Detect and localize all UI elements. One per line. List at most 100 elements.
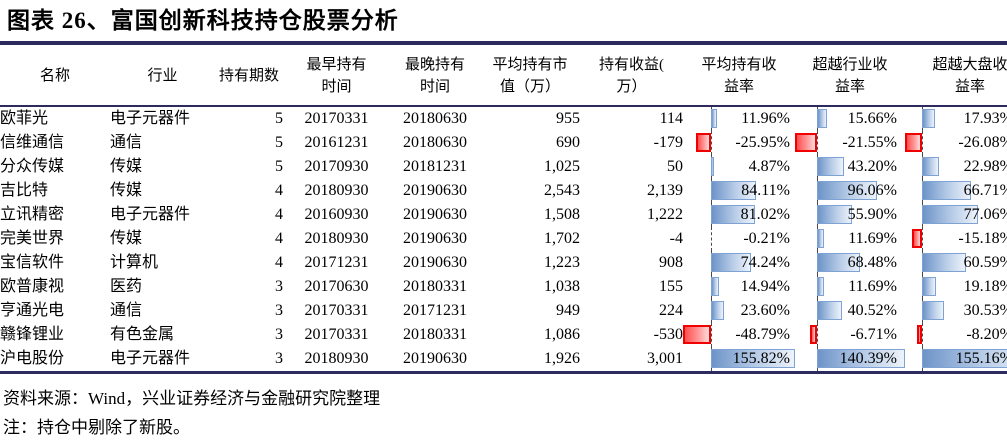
cell-latest: 20180630	[403, 110, 467, 127]
cell-ind_excess: 40.52%	[795, 299, 905, 323]
bar-value-label: 43.20%	[847, 158, 897, 175]
cell-earliest: 20171231	[304, 254, 369, 271]
cell-avg_ret: 23.60%	[683, 299, 795, 323]
bar-value-label: -21.55%	[842, 134, 897, 151]
header-cell-earliest: 最早持有 时间	[283, 48, 390, 107]
positive-bar	[921, 181, 971, 200]
cell-earliest: 20170331	[304, 302, 369, 319]
table-row: 吉比特 传媒 4 20180930 20190630 2,543 2,139 84.11% 96…	[0, 179, 1007, 203]
bar-axis	[817, 131, 818, 155]
cell-ind_excess: 68.48%	[795, 251, 905, 275]
cell-profit: 224	[659, 302, 683, 319]
cell-profit: 1,222	[647, 206, 683, 223]
cell-ind_excess: 43.20%	[795, 155, 905, 179]
cell-periods: 3	[275, 278, 283, 295]
bar-axis	[817, 323, 818, 347]
bar-value-label: 55.90%	[847, 206, 897, 223]
cell-avg_mv: 949	[556, 302, 580, 319]
cell-avg_mv: 1,086	[544, 326, 580, 343]
table-body: 欧菲光 电子元器件 5 20170331 20180630 955 114 11.96% 15.…	[0, 106, 1007, 373]
bar-value-label: 155.82%	[732, 350, 790, 367]
holdings-table-wrapper: 名称 行业 持有期数 最早持有 时间 最晚持有 时间 平均持有市 值（万） 持有收益(万） 平均持有…	[0, 48, 1007, 374]
cell-profit: 2,139	[647, 182, 683, 199]
positive-bar	[921, 157, 939, 176]
cell-profit: 3,001	[647, 350, 683, 367]
cell-earliest: 20180930	[304, 230, 369, 247]
cell-name: 欧菲光	[0, 110, 49, 127]
footer-source: 资料来源：Wind，兴业证券经济与金融研究院整理	[3, 389, 381, 408]
table-row: 亨通光电 通信 3 20170331 20171231 949 224 23.60% 40.52…	[0, 299, 1007, 323]
cell-latest: 20180331	[403, 326, 467, 343]
positive-bar	[817, 301, 843, 320]
footer-note: 注：持仓中剔除了新股。	[3, 418, 190, 437]
bar-value-label: 23.60%	[740, 302, 790, 319]
cell-avg_mv: 1,926	[544, 350, 580, 367]
header-cell-industry: 行业	[110, 48, 215, 107]
table-row: 立讯精密 电子元器件 4 20160930 20190630 1,508 1,222 81.0…	[0, 203, 1007, 227]
bar-value-label: 96.06%	[847, 182, 897, 199]
cell-latest: 20190630	[403, 182, 467, 199]
bar-value-label: 155.16%	[955, 350, 1007, 367]
positive-bar	[817, 109, 827, 128]
cell-industry: 计算机	[110, 254, 159, 271]
positive-bar	[921, 253, 967, 272]
cell-avg_mv: 690	[556, 134, 580, 151]
bar-value-label: 17.93%	[963, 110, 1007, 127]
positive-bar	[817, 253, 860, 272]
table-row: 欧普康视 医药 3 20170630 20180331 1,038 155 14.94% 11.…	[0, 275, 1007, 299]
bar-value-label: 81.02%	[740, 206, 790, 223]
cell-latest: 20180331	[403, 278, 467, 295]
cell-industry: 电子元器件	[110, 350, 191, 367]
cell-avg_mv: 1,508	[544, 206, 580, 223]
cell-mkt_excess: 19.18%	[905, 275, 1007, 299]
cell-avg_mv: 1,223	[544, 254, 580, 271]
cell-ind_excess: -21.55%	[795, 131, 905, 155]
cell-profit: -179	[653, 134, 683, 151]
bar-value-label: 84.11%	[741, 182, 790, 199]
cell-avg_mv: 1,038	[544, 278, 580, 295]
bar-value-label: 74.24%	[740, 254, 790, 271]
positive-bar	[817, 277, 825, 296]
cell-industry: 电子元器件	[110, 206, 191, 223]
cell-avg_ret: 11.96%	[683, 106, 795, 131]
bar-value-label: -26.08%	[958, 134, 1007, 151]
cell-ind_excess: 11.69%	[795, 227, 905, 251]
figure-title: 图表 26、富国创新科技持仓股票分析	[7, 8, 399, 33]
bar-axis	[711, 323, 712, 347]
cell-industry: 电子元器件	[110, 110, 191, 127]
negative-bar	[810, 325, 817, 344]
bar-axis	[921, 227, 923, 251]
bar-value-label: -15.18%	[958, 230, 1007, 247]
table-row: 完美世界 传媒 4 20180930 20190630 1,702 -4 -0.21% 11.6…	[0, 227, 1007, 251]
cell-avg_ret: -0.21%	[683, 227, 795, 251]
negative-bar	[683, 325, 711, 344]
bar-value-label: -8.20%	[966, 326, 1007, 343]
cell-industry: 传媒	[110, 230, 143, 247]
bar-value-label: -0.21%	[743, 230, 790, 247]
bar-value-label: 15.66%	[847, 110, 897, 127]
cell-avg_ret: -48.79%	[683, 323, 795, 347]
cell-industry: 医药	[110, 278, 143, 295]
cell-industry: 传媒	[110, 158, 143, 175]
positive-bar	[921, 301, 945, 320]
cell-earliest: 20170331	[304, 326, 369, 343]
header-cell-profit: 持有收益(万）	[580, 48, 683, 107]
cell-mkt_excess: -15.18%	[905, 227, 1007, 251]
cell-ind_excess: 55.90%	[795, 203, 905, 227]
bar-value-label: 4.87%	[748, 158, 790, 175]
cell-avg_ret: 81.02%	[683, 203, 795, 227]
cell-mkt_excess: 77.06%	[905, 203, 1007, 227]
bar-value-label: 11.69%	[848, 230, 897, 247]
negative-bar	[905, 133, 922, 152]
positive-bar	[817, 157, 845, 176]
cell-periods: 4	[275, 182, 283, 199]
cell-profit: 50	[667, 158, 683, 175]
cell-ind_excess: 140.39%	[795, 347, 905, 373]
cell-industry: 传媒	[110, 182, 143, 199]
cell-ind_excess: 11.69%	[795, 275, 905, 299]
cell-periods: 3	[275, 350, 283, 367]
cell-avg_ret: 84.11%	[683, 179, 795, 203]
bar-axis	[921, 131, 923, 155]
cell-profit: -4	[669, 230, 683, 247]
header-cell-ind_excess: 超越行业收 益率	[795, 48, 905, 107]
